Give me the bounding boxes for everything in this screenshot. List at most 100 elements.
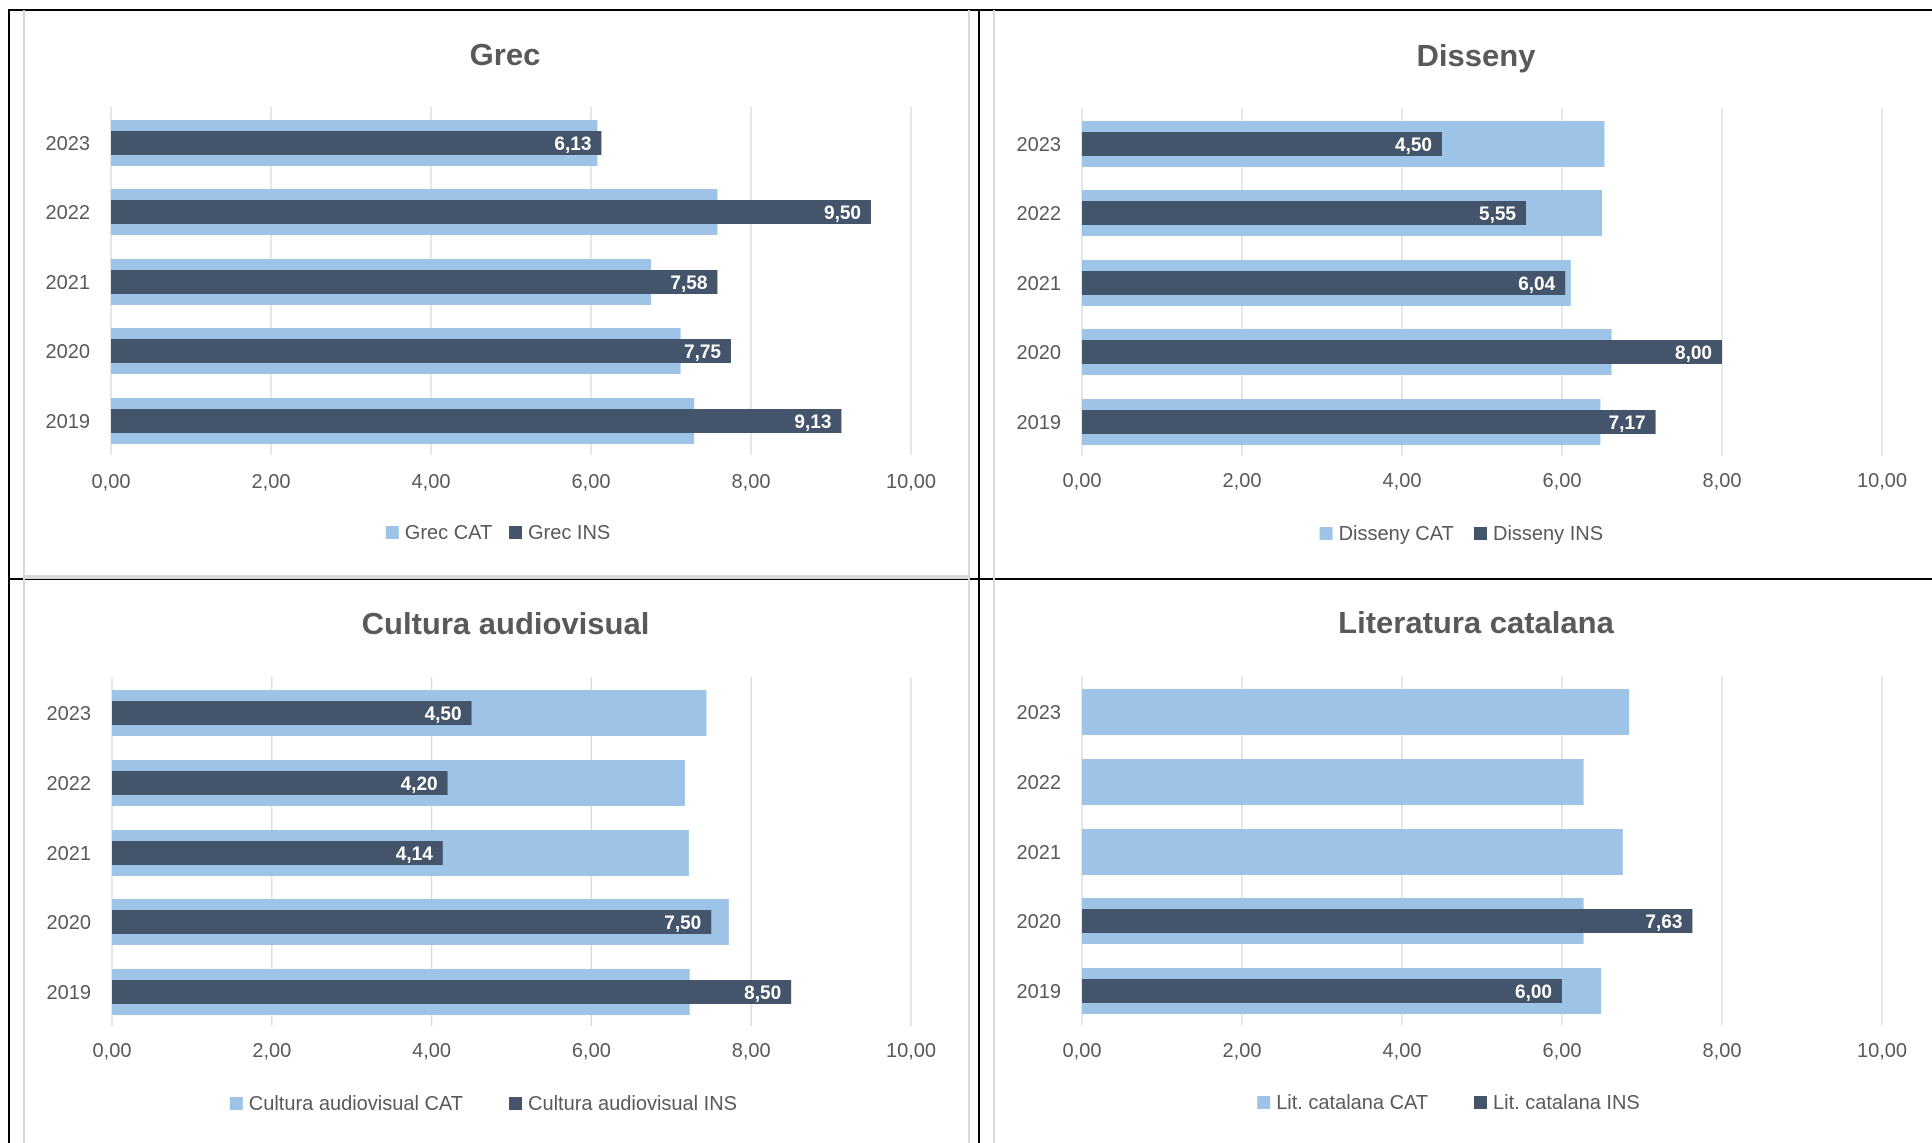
y-tick-label: 2021 bbox=[1017, 273, 1062, 295]
x-tick-label: 4,00 bbox=[412, 471, 451, 493]
bar-ins bbox=[1082, 410, 1656, 434]
x-tick-label: 6,00 bbox=[572, 1040, 611, 1062]
y-tick-label: 2023 bbox=[46, 133, 91, 155]
bar-ins bbox=[112, 980, 792, 1004]
legend-swatch bbox=[385, 526, 399, 539]
legend-label: Lit. catalana CAT bbox=[1276, 1092, 1428, 1114]
bar-ins bbox=[1082, 979, 1562, 1003]
legend-label: Cultura audiovisual INS bbox=[528, 1093, 737, 1115]
legend-swatch bbox=[1474, 1096, 1487, 1109]
x-tick-label: 4,00 bbox=[1383, 470, 1422, 492]
legend-label: Disseny INS bbox=[1493, 523, 1603, 545]
legend-label: Grec CAT bbox=[405, 522, 492, 544]
x-tick-label: 2,00 bbox=[252, 1040, 291, 1062]
x-tick-label: 0,00 bbox=[92, 471, 131, 493]
y-tick-label: 2020 bbox=[46, 341, 91, 363]
legend-swatch bbox=[229, 1097, 243, 1110]
x-tick-label: 0,00 bbox=[1063, 470, 1102, 492]
bar-ins bbox=[112, 841, 443, 865]
x-tick-label: 6,00 bbox=[1543, 1040, 1582, 1062]
y-tick-label: 2019 bbox=[1017, 981, 1062, 1003]
y-tick-label: 2021 bbox=[1017, 842, 1062, 864]
x-tick-label: 4,00 bbox=[412, 1040, 451, 1062]
y-tick-label: 2022 bbox=[46, 202, 91, 224]
legend-swatch bbox=[1474, 527, 1487, 540]
data-label: 4,50 bbox=[425, 704, 462, 725]
data-label: 6,00 bbox=[1515, 982, 1552, 1003]
x-tick-label: 2,00 bbox=[252, 471, 291, 493]
x-tick-label: 4,00 bbox=[1383, 1040, 1422, 1062]
legend: Grec CAT Grec INS bbox=[385, 522, 610, 544]
y-tick-label: 2022 bbox=[47, 773, 92, 795]
y-tick-label: 2023 bbox=[47, 703, 92, 725]
data-label: 9,13 bbox=[794, 412, 831, 433]
bar-cat bbox=[1082, 759, 1584, 805]
y-tick-label: 2019 bbox=[46, 411, 91, 433]
x-tick-label: 8,00 bbox=[732, 471, 771, 493]
y-tick-label: 2020 bbox=[1017, 911, 1062, 933]
x-tick-label: 2,00 bbox=[1223, 470, 1262, 492]
x-tick-label: 0,00 bbox=[93, 1040, 132, 1062]
y-tick-label: 2022 bbox=[1017, 203, 1062, 225]
y-tick-label: 2021 bbox=[47, 843, 92, 865]
data-label: 5,55 bbox=[1479, 204, 1516, 225]
bar-ins bbox=[1082, 132, 1442, 156]
bar-ins bbox=[112, 910, 712, 934]
y-tick-label: 2023 bbox=[1017, 134, 1062, 156]
legend: Lit. catalana CAT Lit. catalana INS bbox=[1257, 1092, 1640, 1114]
chart-title: Literatura catalana bbox=[1338, 605, 1614, 640]
chart-panel-2: Disseny 0,00 2,00 4,00 6,00 8,00 10,00 2023 4,50… bbox=[1017, 38, 1908, 545]
legend: Disseny CAT Disseny INS bbox=[1319, 523, 1603, 545]
x-tick-label: 10,00 bbox=[886, 1040, 936, 1062]
data-label: 7,58 bbox=[670, 273, 707, 294]
bar-ins bbox=[1082, 271, 1566, 295]
chart-title: Disseny bbox=[1417, 38, 1537, 73]
x-tick-label: 10,00 bbox=[1857, 1040, 1907, 1062]
bar-ins bbox=[112, 701, 472, 725]
data-label: 8,50 bbox=[744, 983, 781, 1004]
x-tick-label: 8,00 bbox=[1703, 1040, 1742, 1062]
y-tick-label: 2023 bbox=[1017, 702, 1062, 724]
bar-ins bbox=[111, 409, 842, 433]
chart-title: Cultura audiovisual bbox=[362, 606, 650, 641]
data-label: 4,20 bbox=[401, 774, 438, 795]
y-tick-label: 2019 bbox=[47, 982, 92, 1004]
data-label: 7,75 bbox=[684, 342, 721, 363]
y-tick-label: 2019 bbox=[1017, 412, 1062, 434]
legend-label: Cultura audiovisual CAT bbox=[249, 1093, 463, 1115]
x-tick-label: 10,00 bbox=[886, 471, 936, 493]
chart-panel-4: Literatura catalana 0,00 2,00 4,00 6,00 8,00 1… bbox=[1017, 605, 1908, 1114]
x-tick-label: 10,00 bbox=[1857, 470, 1907, 492]
chart-panel-3: Cultura audiovisual 0,00 2,00 4,00 6,00 8,00 1… bbox=[47, 606, 937, 1115]
chart-panels: Grec 0,00 2,00 4,00 6,00 8,00 10,00 2023 6,13 202… bbox=[46, 37, 1908, 1115]
legend-swatch bbox=[1319, 527, 1333, 540]
data-label: 7,50 bbox=[664, 913, 701, 934]
data-label: 9,50 bbox=[824, 203, 861, 224]
legend-swatch bbox=[509, 1097, 522, 1110]
bar-ins bbox=[1082, 340, 1722, 364]
bar-ins bbox=[111, 270, 718, 294]
chart-panel-1: Grec 0,00 2,00 4,00 6,00 8,00 10,00 2023 6,13 202… bbox=[46, 37, 937, 544]
y-tick-label: 2022 bbox=[1017, 772, 1062, 794]
bar-ins bbox=[111, 200, 871, 224]
x-tick-label: 8,00 bbox=[732, 1040, 771, 1062]
y-tick-label: 2020 bbox=[47, 912, 92, 934]
bar-ins bbox=[112, 771, 448, 795]
chart-title: Grec bbox=[470, 37, 541, 72]
data-label: 4,14 bbox=[396, 844, 433, 865]
x-tick-label: 2,00 bbox=[1223, 1040, 1262, 1062]
data-label: 6,04 bbox=[1518, 274, 1555, 295]
bar-cat bbox=[1082, 829, 1623, 875]
x-tick-label: 6,00 bbox=[572, 471, 611, 493]
y-tick-label: 2021 bbox=[46, 272, 91, 294]
legend-swatch bbox=[509, 526, 522, 539]
data-label: 8,00 bbox=[1675, 343, 1712, 364]
data-label: 7,63 bbox=[1645, 912, 1682, 933]
data-label: 6,13 bbox=[554, 134, 591, 155]
legend-swatch bbox=[1257, 1096, 1271, 1109]
x-tick-label: 8,00 bbox=[1703, 470, 1742, 492]
bar-ins bbox=[1082, 201, 1526, 225]
legend-label: Grec INS bbox=[528, 522, 610, 544]
bar-cat bbox=[1082, 689, 1630, 735]
